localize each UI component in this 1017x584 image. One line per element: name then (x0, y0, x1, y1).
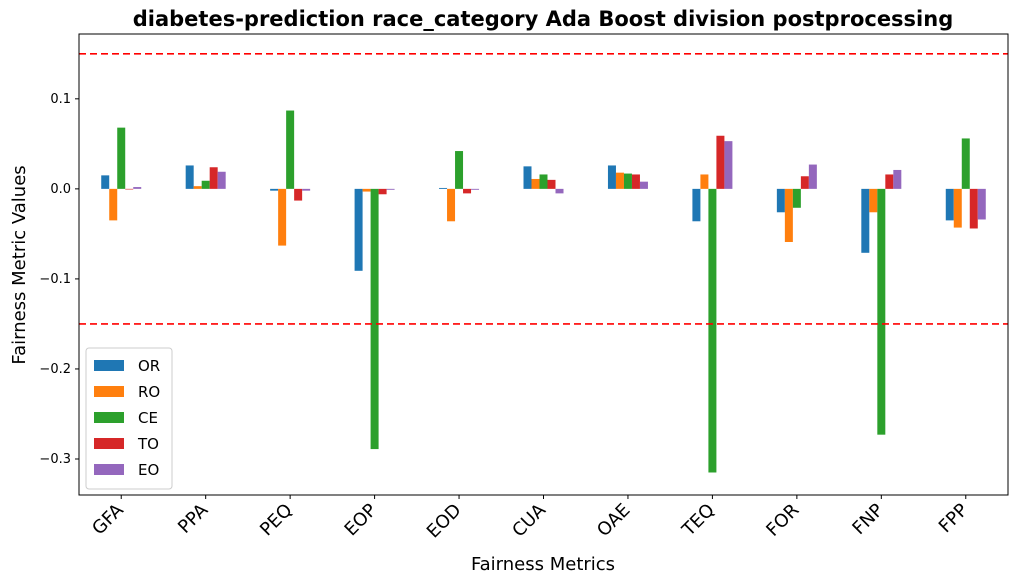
bar-ro-for (784, 188, 793, 242)
plot-frame (78, 33, 1009, 496)
bar-ce-ppa (201, 180, 210, 189)
bar-or-eop (354, 188, 363, 271)
bar-ce-fnp (877, 188, 886, 435)
bar-ro-eod (447, 188, 456, 222)
bar-or-ppa (185, 165, 194, 189)
legend-label-ce: CE (138, 409, 158, 427)
y-tick-label: −0.3 (39, 452, 71, 467)
bar-eo-ppa (217, 171, 226, 189)
legend-label-to: TO (137, 435, 159, 453)
bar-or-teq (692, 188, 701, 222)
x-tick-label-eod: EOD (423, 500, 466, 543)
bar-ro-ppa (193, 186, 202, 189)
bar-ro-cua (531, 178, 540, 189)
bar-eo-for (808, 164, 817, 189)
bar-ce-eod (455, 151, 464, 189)
x-tick-label-fnp: FNP (848, 500, 887, 539)
bar-ro-oae (615, 172, 624, 189)
bar-ce-teq (708, 188, 717, 473)
legend-box (85, 347, 173, 490)
legend-swatch-to (94, 438, 124, 449)
x-tick-label-oae: OAE (593, 500, 634, 541)
bar-or-fpp (945, 188, 954, 221)
bar-or-oae (607, 165, 616, 189)
bar-or-gfa (101, 175, 110, 189)
bar-ce-fpp (961, 138, 970, 189)
x-tick-label-peq: PEQ (256, 500, 297, 541)
bar-to-for (800, 176, 809, 189)
bar-or-fnp (861, 188, 870, 253)
x-tick-label-for: FOR (762, 500, 803, 541)
bar-ce-gfa (117, 127, 126, 189)
bar-ro-peq (278, 188, 287, 246)
x-tick-label-ppa: PPA (174, 499, 213, 538)
y-tick-label: −0.2 (39, 362, 71, 377)
legend-label-eo: EO (138, 461, 159, 479)
legend-swatch-or (94, 360, 124, 371)
bar-ce-oae (623, 173, 632, 189)
legend-label-ro: RO (138, 383, 160, 401)
bar-to-fnp (885, 174, 894, 189)
x-tick-label-cua: CUA (508, 499, 550, 541)
legend-swatch-eo (94, 464, 124, 475)
bar-ce-cua (539, 174, 548, 189)
bar-eo-teq (724, 141, 733, 189)
bar-ro-fpp (953, 188, 962, 228)
bar-to-oae (631, 174, 640, 189)
y-tick-label: −0.1 (39, 272, 71, 287)
y-tick-label: 0.1 (50, 92, 71, 107)
bar-or-eod (439, 187, 448, 189)
x-tick-label-gfa: GFA (88, 499, 128, 539)
bar-to-eop (378, 188, 387, 195)
bar-eo-fpp (977, 188, 986, 220)
y-tick-label: 0.0 (50, 182, 71, 197)
bar-eo-cua (555, 188, 564, 194)
bar-eo-eod (471, 188, 480, 190)
bar-ro-gfa (109, 188, 118, 221)
bar-eo-oae (639, 181, 648, 189)
bar-to-cua (547, 179, 556, 189)
bar-to-ppa (209, 167, 218, 189)
bar-ce-eop (370, 188, 379, 450)
bar-or-peq (270, 188, 279, 191)
bar-ro-eop (362, 188, 371, 192)
bar-ce-peq (286, 110, 295, 189)
x-tick-label-teq: TEQ (678, 500, 719, 541)
chart-title: diabetes-prediction race_category Ada Bo… (133, 7, 954, 31)
legend-swatch-ce (94, 412, 124, 423)
bar-to-gfa (125, 188, 134, 190)
bar-to-teq (716, 135, 725, 189)
y-axis-label: Fairness Metric Values (9, 165, 30, 364)
legend-swatch-ro (94, 386, 124, 397)
bar-or-for (776, 188, 785, 213)
bar-eo-gfa (133, 187, 142, 189)
bar-ro-fnp (869, 188, 878, 213)
legend-label-or: OR (138, 357, 160, 375)
bar-eo-fnp (893, 169, 902, 189)
bar-eo-eop (386, 188, 395, 190)
bar-ro-teq (700, 174, 709, 189)
bar-to-eod (463, 188, 472, 194)
x-tick-label-fpp: FPP (935, 500, 973, 538)
bar-to-peq (294, 188, 303, 201)
x-tick-label-eop: EOP (341, 500, 382, 541)
bar-to-fpp (969, 188, 978, 229)
plot-area: 0.1 0.0 −0.1 −0.2 −0.3 GFA PPA PEQ EOP EOD CUA OAE T… (39, 33, 1009, 543)
legend: OR RO CE TO EO (85, 347, 173, 490)
x-axis-label: Fairness Metrics (471, 554, 615, 575)
bar-eo-peq (302, 188, 311, 191)
bar-or-cua (523, 166, 532, 189)
bar-ce-for (792, 188, 801, 208)
